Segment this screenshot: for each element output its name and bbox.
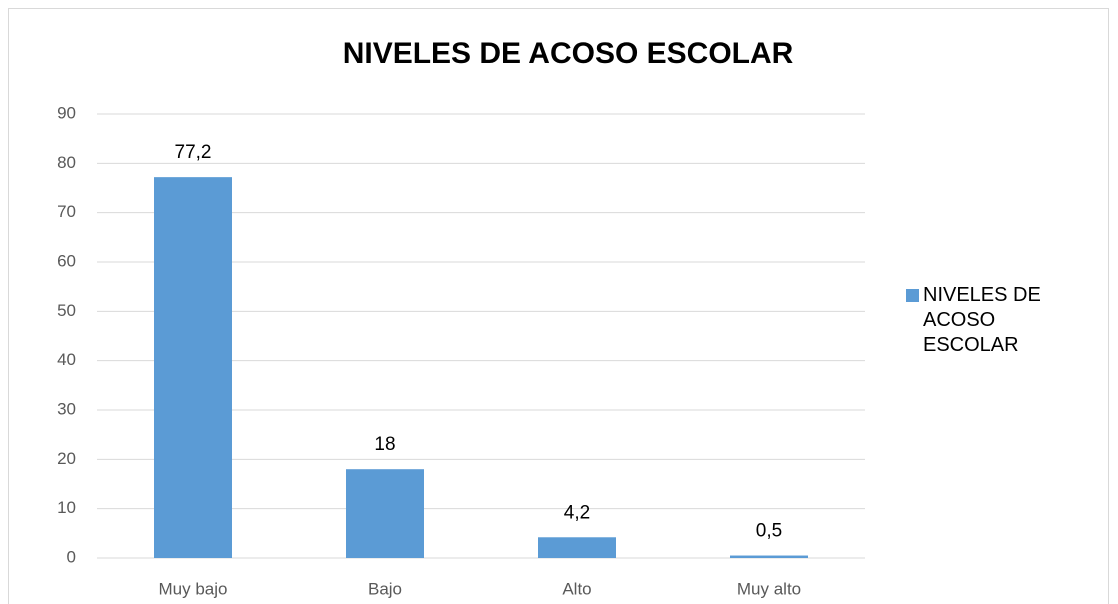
y-tick-label: 0: [67, 547, 76, 566]
x-tick-label: Muy bajo: [159, 579, 228, 598]
y-tick-label: 70: [57, 202, 76, 221]
bar: [154, 177, 232, 558]
data-label: 77,2: [175, 142, 212, 163]
x-tick-label: Muy alto: [737, 579, 801, 598]
y-tick-label: 90: [57, 103, 76, 122]
chart-frame: [8, 8, 1109, 604]
y-tick-label: 40: [57, 350, 76, 369]
bar: [730, 555, 808, 558]
bar: [538, 537, 616, 558]
data-label: 4,2: [564, 502, 590, 523]
chart-title: NIVELES DE ACOSO ESCOLAR: [343, 37, 794, 70]
legend-swatch: [906, 289, 919, 302]
legend-label: NIVELES DE ACOSO ESCOLAR: [923, 284, 1041, 356]
y-tick-label: 20: [57, 449, 76, 468]
y-tick-label: 50: [57, 301, 76, 320]
y-tick-label: 30: [57, 399, 76, 418]
x-tick-label: Bajo: [368, 579, 402, 598]
bar: [346, 469, 424, 558]
y-tick-label: 60: [57, 251, 76, 270]
data-label: 18: [374, 434, 395, 455]
y-tick-label: 80: [57, 153, 76, 172]
x-tick-label: Alto: [562, 579, 591, 598]
y-tick-label: 10: [57, 498, 76, 517]
legend: NIVELES DE ACOSO ESCOLAR: [906, 283, 1086, 358]
data-label: 0,5: [756, 521, 782, 542]
